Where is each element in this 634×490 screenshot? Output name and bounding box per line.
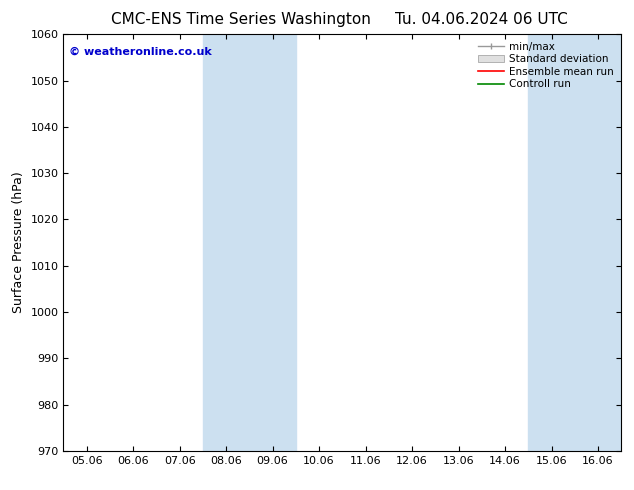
Text: CMC-ENS Time Series Washington: CMC-ENS Time Series Washington bbox=[111, 12, 371, 27]
Bar bbox=[203, 34, 296, 451]
Text: © weatheronline.co.uk: © weatheronline.co.uk bbox=[69, 47, 212, 57]
Bar bbox=[528, 34, 621, 451]
Y-axis label: Surface Pressure (hPa): Surface Pressure (hPa) bbox=[12, 172, 25, 314]
Legend: min/max, Standard deviation, Ensemble mean run, Controll run: min/max, Standard deviation, Ensemble me… bbox=[476, 40, 616, 92]
Text: Tu. 04.06.2024 06 UTC: Tu. 04.06.2024 06 UTC bbox=[396, 12, 568, 27]
